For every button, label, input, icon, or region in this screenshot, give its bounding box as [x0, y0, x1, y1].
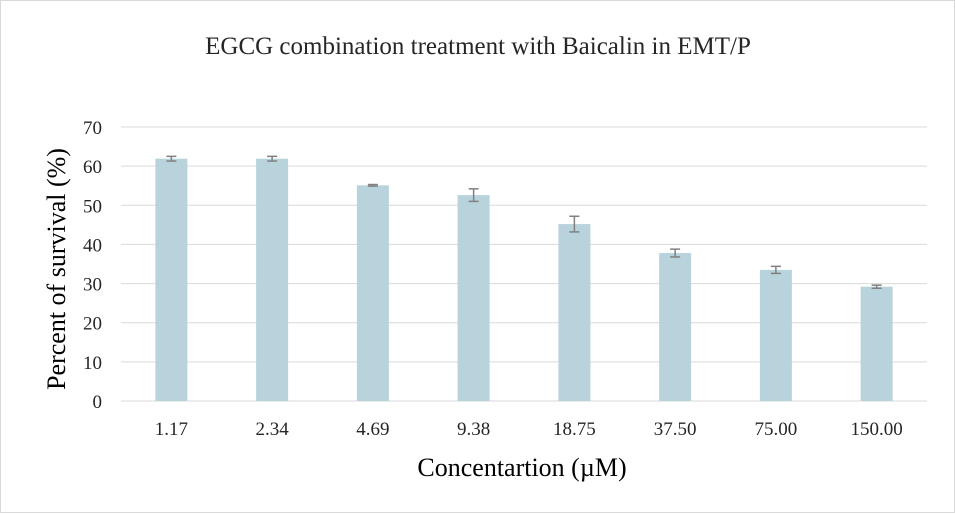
- y-tick-label: 0: [93, 392, 103, 413]
- x-tick-label: 1.17: [155, 419, 188, 440]
- y-tick-label: 40: [83, 235, 102, 256]
- error-bars: [166, 155, 882, 290]
- chart-title: EGCG combination treatment with Baicalin…: [205, 33, 751, 60]
- bars: [155, 158, 893, 401]
- bar: [860, 286, 893, 401]
- y-tick-label: 30: [83, 275, 102, 296]
- x-axis-label: Concentartion (µM): [417, 453, 626, 482]
- y-tick-label: 10: [83, 353, 102, 374]
- y-tick-label: 70: [83, 118, 102, 139]
- x-tick-label: 9.38: [457, 419, 490, 440]
- x-tick-label: 150.00: [851, 419, 903, 440]
- bar: [659, 253, 692, 401]
- y-tick-label: 50: [83, 196, 102, 217]
- bar: [155, 158, 188, 401]
- y-tick-label: 60: [83, 157, 102, 178]
- x-tick-label: 18.75: [553, 419, 596, 440]
- y-tick-label: 20: [83, 314, 102, 335]
- y-axis-tick-labels: 0 10 20 30 40 50 60 70: [83, 118, 102, 413]
- bar: [558, 224, 591, 401]
- x-tick-label: 2.34: [256, 419, 290, 440]
- x-tick-label: 37.50: [654, 419, 697, 440]
- bar: [457, 195, 490, 401]
- bar: [356, 185, 389, 401]
- gridlines: [121, 126, 927, 363]
- bar: [759, 269, 792, 401]
- x-tick-label: 4.69: [356, 419, 389, 440]
- x-tick-label: 75.00: [755, 419, 798, 440]
- y-axis-label: Percent of survival (%): [42, 148, 71, 390]
- bar: [256, 158, 289, 401]
- x-axis-tick-labels: 1.17 2.34 4.69 9.38 18.75 37.50 75.00 150.00: [155, 419, 903, 440]
